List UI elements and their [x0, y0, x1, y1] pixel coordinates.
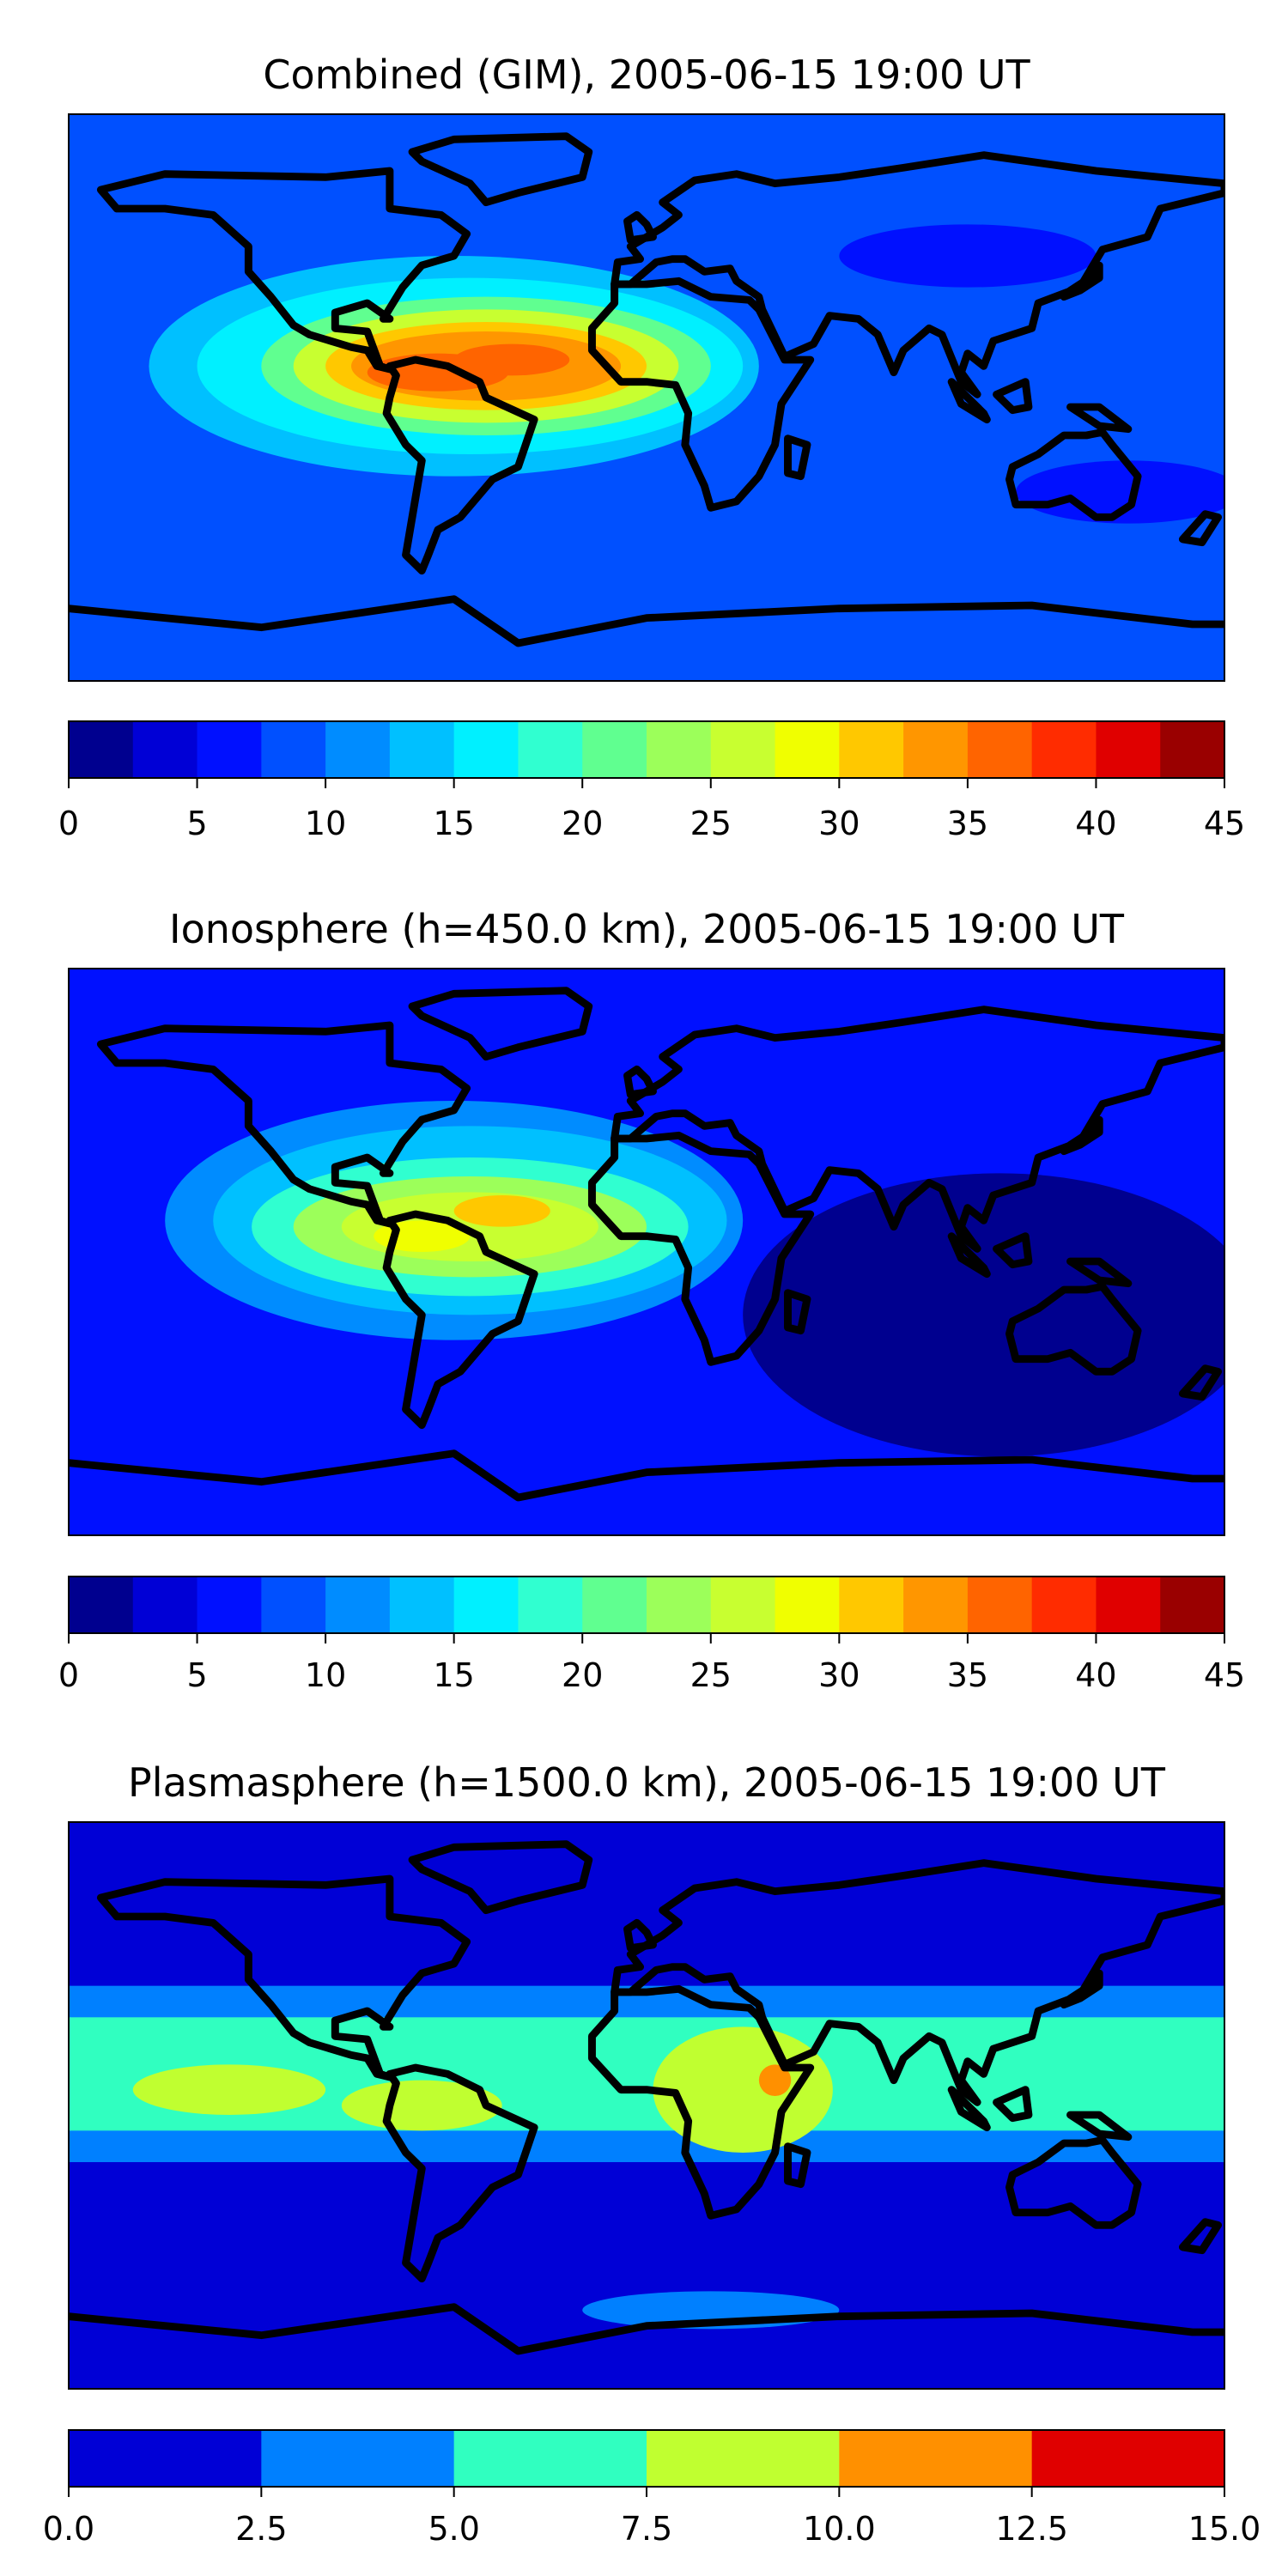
colorbar-tick-label: 10.0	[803, 2510, 876, 2548]
field-contour-9	[1016, 460, 1224, 524]
colorbar: 0 5 10 15 20 25 30 35 40 45	[58, 720, 1245, 842]
colorbar-swatch	[582, 1577, 647, 1633]
colorbar-tick-label: 0	[58, 805, 79, 842]
colorbar-swatch	[903, 721, 969, 778]
colorbar-swatch	[389, 1577, 455, 1633]
colorbar-swatch	[1031, 721, 1097, 778]
colorbar-tick-label: 15	[433, 1656, 474, 1694]
colorbar-swatch	[1096, 1577, 1161, 1633]
colorbar-swatch	[261, 1577, 326, 1633]
colorbar-swatch	[453, 2430, 647, 2487]
colorbar-tick-label: 7.5	[621, 2510, 672, 2548]
colorbar-swatch	[967, 721, 1033, 778]
colorbar-tick-label: 45	[1204, 805, 1245, 842]
field-contour-0	[132, 2064, 326, 2116]
colorbar: 0.0 2.5 5.0 7.5 10.0 12.5 15.0	[43, 2429, 1261, 2548]
colorbar-swatch	[839, 1577, 904, 1633]
colorbar-swatch	[647, 2430, 840, 2487]
colorbar-tick-label: 25	[690, 1656, 732, 1694]
field-contour-1	[341, 2080, 502, 2131]
map-frame	[68, 113, 1225, 682]
map-field	[69, 114, 1224, 681]
panel-3: Plasmasphere (h=1500.0 km), 2005-06-15 1…	[43, 1759, 1261, 2548]
map-frame	[68, 1821, 1225, 2390]
panel-title: Plasmasphere (h=1500.0 km), 2005-06-15 1…	[128, 1759, 1166, 1806]
colorbar-swatch	[69, 2430, 262, 2487]
colorbar-swatch	[710, 1577, 776, 1633]
colorbar-tick-label: 10	[305, 805, 346, 842]
colorbar-swatch	[775, 1577, 840, 1633]
colorbar-tick-label: 25	[690, 805, 732, 842]
colorbar-swatch	[775, 721, 840, 778]
colorbar-swatch	[839, 2430, 1033, 2487]
field-contour-7	[453, 343, 570, 376]
colorbar-swatch	[518, 721, 583, 778]
colorbar-swatch	[1031, 1577, 1097, 1633]
panel-title: Ionosphere (h=450.0 km), 2005-06-15 19:0…	[169, 906, 1125, 952]
panel-title: Combined (GIM), 2005-06-15 19:00 UT	[263, 52, 1030, 98]
field-contour-7	[453, 1195, 550, 1227]
map-field	[69, 1822, 1224, 2389]
field-contour-0	[743, 1173, 1224, 1457]
colorbar-swatch	[903, 1577, 969, 1633]
colorbar-swatch	[453, 721, 519, 778]
field-contour-2	[653, 2026, 833, 2154]
colorbar-tick-label: 5	[186, 1656, 207, 1694]
colorbar-tick-label: 0	[58, 1656, 79, 1694]
colorbar-swatch	[967, 1577, 1033, 1633]
colorbar-tick-label: 40	[1075, 1656, 1116, 1694]
colorbar-swatch	[261, 721, 326, 778]
colorbar-tick-label: 20	[562, 1656, 603, 1694]
colorbar-tick-label: 2.5	[235, 2510, 287, 2548]
colorbar-swatch	[710, 721, 776, 778]
colorbar-swatch	[647, 721, 712, 778]
colorbar-swatch	[1096, 721, 1161, 778]
colorbar-swatch	[389, 721, 455, 778]
colorbar-tick-label: 40	[1075, 805, 1116, 842]
colorbar-tick-label: 45	[1204, 1656, 1245, 1694]
colorbar-swatch	[1160, 721, 1225, 778]
colorbar-swatch	[647, 1577, 712, 1633]
colorbar-tick-label: 20	[562, 805, 603, 842]
colorbar-tick-label: 15	[433, 805, 474, 842]
field-contour-3	[758, 2064, 792, 2097]
colorbar-tick-label: 5	[186, 805, 207, 842]
colorbar-swatch	[261, 2430, 455, 2487]
colorbar-swatch	[325, 1577, 391, 1633]
colorbar-tick-label: 30	[818, 1656, 860, 1694]
colorbar-tick-label: 35	[947, 805, 988, 842]
colorbar-tick-label: 12.5	[995, 2510, 1068, 2548]
colorbar-tick-label: 15.0	[1188, 2510, 1261, 2548]
colorbar-swatch	[1031, 2430, 1225, 2487]
colorbar-tick-label: 10	[305, 1656, 346, 1694]
field-contour-8	[839, 224, 1097, 288]
colorbar-tick-label: 0.0	[43, 2510, 94, 2548]
colorbar-swatch	[197, 1577, 262, 1633]
map-frame	[68, 968, 1225, 1536]
colorbar-tick-label: 35	[947, 1656, 988, 1694]
colorbar-frame	[68, 1576, 1225, 1634]
colorbar-swatch	[453, 1577, 519, 1633]
colorbar: 0 5 10 15 20 25 30 35 40 45	[58, 1576, 1245, 1694]
colorbar-tick-label: 30	[818, 805, 860, 842]
colorbar-swatch	[839, 721, 904, 778]
panel-2: Ionosphere (h=450.0 km), 2005-06-15 19:0…	[58, 906, 1245, 1694]
colorbar-swatch	[325, 721, 391, 778]
colorbar-swatch	[132, 721, 198, 778]
colorbar-swatch	[582, 721, 647, 778]
colorbar-swatch	[69, 1577, 134, 1633]
colorbar-swatch	[69, 721, 134, 778]
colorbar-swatch	[197, 721, 262, 778]
panel-1: Combined (GIM), 2005-06-15 19:00 UT 0 5 10 1…	[58, 52, 1245, 842]
colorbar-swatch	[1160, 1577, 1225, 1633]
map-field	[69, 969, 1224, 1535]
colorbar-tick-label: 5.0	[428, 2510, 479, 2548]
colorbar-swatch	[132, 1577, 198, 1633]
colorbar-frame	[68, 720, 1225, 779]
colorbar-swatch	[518, 1577, 583, 1633]
